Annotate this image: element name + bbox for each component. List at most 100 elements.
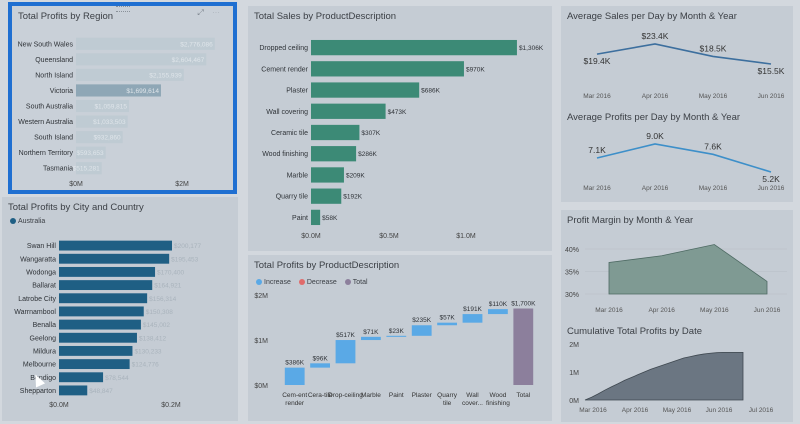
bar [311, 146, 357, 162]
y-tick-label: 2M [569, 342, 579, 349]
category-label: Benalla [33, 322, 56, 329]
data-label: $515,281 [73, 166, 100, 173]
data-label: $286K [358, 151, 377, 158]
sales-panel[interactable]: Total Sales by ProductDescription Droppe… [248, 6, 552, 251]
margin-panel[interactable]: Profit Margin by Month & Year Cumulative… [561, 210, 793, 422]
data-label: $200,177 [174, 243, 201, 250]
category-label: Dropped ceiling [259, 45, 308, 52]
x-tick-label: Mar 2016 [583, 185, 611, 192]
sales-chart[interactable]: Dropped ceiling $1,306K Cement render $970K… [248, 6, 552, 251]
bar [76, 84, 161, 97]
bar [311, 209, 321, 226]
data-label: $57K [440, 315, 456, 322]
avg-profits-title: Average Profits per Day by Month & Year [567, 112, 741, 123]
category-label: Latrobe City [18, 296, 56, 303]
category-label: Plaster [412, 392, 433, 399]
bar [76, 99, 129, 113]
legend-dot-icon [10, 218, 16, 224]
bar [59, 253, 170, 264]
bar [335, 340, 356, 364]
x-tick-label: Jun 2016 [754, 307, 781, 314]
data-label: $96K [313, 355, 329, 362]
bar [311, 39, 517, 56]
data-label: $1,033,503 [93, 119, 126, 126]
tick-label: $0.0M [49, 402, 69, 409]
averages-chart[interactable]: $19.4K Mar 2016 $23.4K Apr 2016 $18.5K May 20… [561, 6, 793, 202]
waterfall-panel[interactable]: Total Profits by ProductDescription Incr… [248, 255, 552, 421]
data-label: $195,453 [171, 256, 198, 263]
category-label: New South Wales [18, 41, 74, 48]
category-label: Quarry tile [276, 194, 308, 201]
category-label: Melbourne [23, 362, 56, 369]
category-label: Warrnambool [14, 309, 56, 316]
area-series [584, 352, 744, 401]
cumulative-title: Cumulative Total Profits by Date [567, 326, 702, 337]
y-tick-label: 40% [565, 247, 579, 254]
region-panel[interactable]: ⤢ ⋯ Total Profits by Region New South Wa… [8, 2, 237, 194]
waterfall-legend[interactable]: Increase Decrease Total [256, 279, 368, 286]
bar [59, 359, 130, 370]
x-tick-label: Apr 2016 [642, 93, 669, 100]
region-chart[interactable]: New South Wales $2,776,086 Queensland $2,60… [12, 6, 233, 190]
city-legend[interactable]: Australia [10, 218, 45, 225]
data-label: $686K [421, 88, 440, 95]
bar [386, 335, 407, 337]
bar [76, 115, 128, 128]
averages-panel[interactable]: Average Sales per Day by Month & Year Av… [561, 6, 793, 202]
category-label: South Australia [26, 104, 73, 111]
data-label: $1,059,815 [94, 104, 127, 111]
category-label: Cera-tile [308, 392, 333, 399]
bar [59, 345, 133, 356]
city-chart[interactable]: Swan Hill $200,177 Wangaratta $195,453 Wodon… [2, 197, 238, 421]
bar [311, 124, 360, 141]
data-label: $2,155,939 [149, 72, 182, 79]
bar [284, 367, 305, 385]
legend-increase: Increase [264, 279, 291, 286]
tick-label: $0.0M [301, 233, 321, 240]
legend-label: Australia [18, 218, 46, 225]
legend-decrease: Decrease [306, 279, 337, 286]
bar [59, 319, 141, 330]
region-title: Total Profits by Region [18, 11, 114, 22]
bar [76, 53, 207, 66]
bar [59, 306, 144, 317]
category-label: Bendigo [30, 375, 56, 382]
bar [76, 146, 106, 159]
category-label: South Island [34, 135, 73, 142]
tick-label: $1M [254, 338, 268, 345]
bar [59, 372, 104, 383]
category-label: Mildura [33, 348, 56, 355]
legend-total-dot-icon [344, 279, 351, 285]
category-label: Shepparton [20, 388, 56, 395]
x-tick-label: Apr 2016 [642, 185, 669, 192]
data-label: $932,860 [94, 135, 121, 142]
drag-grip[interactable] [115, 6, 130, 12]
category-label: tile [443, 400, 452, 407]
city-panel[interactable]: Total Profits by City and Country Austra… [2, 197, 238, 421]
category-label: Victoria [50, 88, 73, 95]
data-label: $209K [346, 172, 365, 179]
bar [59, 280, 153, 291]
y-tick-label: 1M [569, 370, 579, 377]
data-label: $23K [389, 328, 405, 335]
bar [311, 82, 420, 98]
category-label: North Island [35, 72, 73, 79]
bar [59, 240, 172, 251]
category-label: Geelong [30, 335, 57, 342]
bar [487, 309, 508, 315]
data-label: $386K [285, 360, 304, 367]
category-label: Wall [466, 392, 479, 399]
x-tick-label: Mar 2016 [583, 93, 611, 100]
category-label: Tasmania [43, 166, 73, 173]
bar [513, 308, 534, 385]
category-label: Drop-ceiling [328, 392, 363, 399]
area-series [608, 244, 768, 295]
data-label: $23.4K [642, 31, 669, 41]
tick-label: $0M [254, 383, 268, 390]
margin-chart[interactable]: 30% 35% 40% Mar 2016 Apr 2016 May 2016 Jun 201… [561, 210, 793, 422]
focus-mode-icon[interactable]: ⤢ ⋯ [197, 8, 223, 17]
bar [411, 325, 432, 336]
data-label: $150,308 [146, 309, 173, 316]
category-label: Quarry [437, 392, 458, 399]
